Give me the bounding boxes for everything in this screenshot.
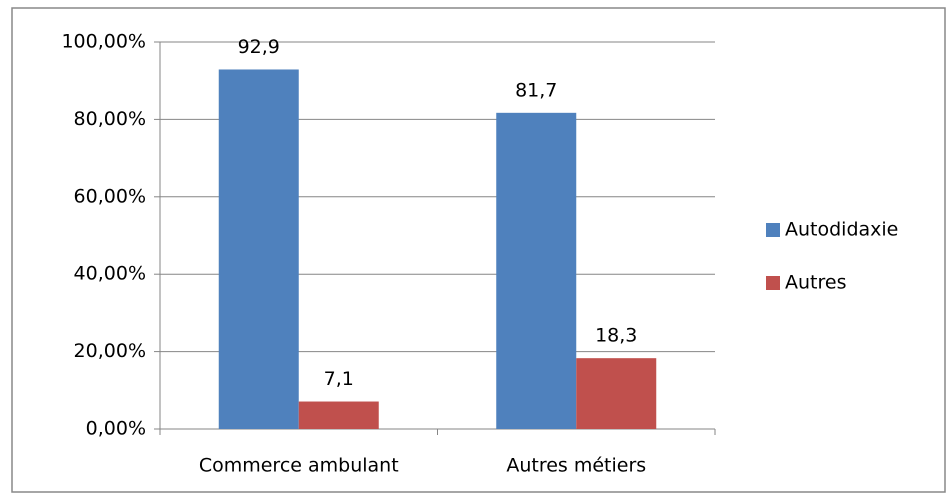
legend-label: Autres [785, 272, 846, 294]
y-tick-label: 60,00% [74, 185, 146, 207]
data-label: 92,9 [238, 36, 280, 58]
y-tick-label: 40,00% [74, 263, 146, 285]
x-tick-label: Commerce ambulant [199, 455, 399, 477]
y-tick-label: 20,00% [74, 340, 146, 362]
chart-frame [11, 7, 946, 493]
legend-swatch [766, 276, 780, 290]
x-tick-label: Autres métiers [506, 455, 646, 477]
bar [298, 401, 379, 429]
data-label: 18,3 [595, 325, 637, 347]
data-label: 81,7 [515, 79, 557, 101]
bar [496, 112, 577, 430]
bar [218, 69, 299, 430]
legend-swatch [766, 223, 780, 237]
y-tick-label: 0,00% [86, 418, 146, 440]
legend-label: Autodidaxie [785, 219, 898, 241]
data-label: 7,1 [324, 368, 354, 390]
y-tick-label: 100,00% [61, 31, 146, 53]
y-tick-label: 80,00% [74, 108, 146, 130]
bar [576, 358, 657, 429]
